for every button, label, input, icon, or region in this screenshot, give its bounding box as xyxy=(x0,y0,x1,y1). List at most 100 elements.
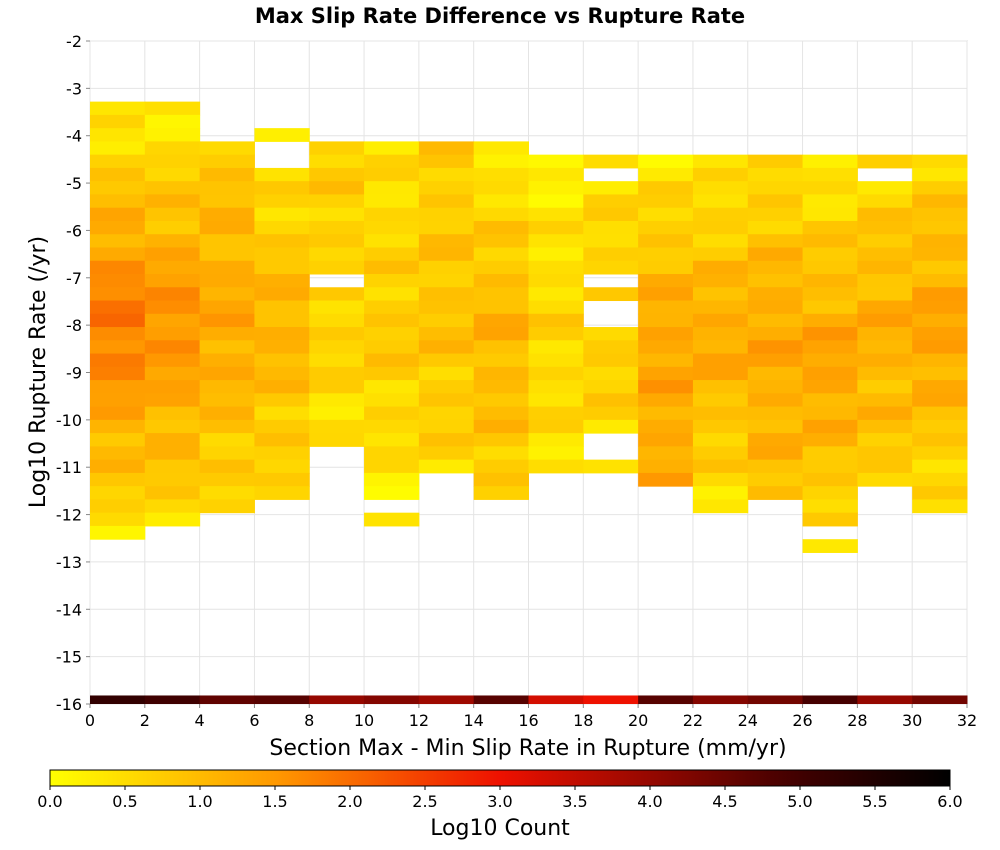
y-tick-label: -8 xyxy=(66,316,82,335)
heatmap-cell xyxy=(309,247,365,262)
heatmap-cell xyxy=(144,499,201,514)
heatmap-cell xyxy=(418,260,475,275)
heatmap-cell xyxy=(528,433,584,447)
heatmap-cell xyxy=(90,499,146,514)
heatmap-cell xyxy=(692,220,749,235)
heatmap-cell xyxy=(90,234,146,248)
heatmap-cell xyxy=(364,247,420,262)
heatmap-cell xyxy=(692,499,749,514)
colorbar-tick-label: 1.5 xyxy=(262,792,287,811)
colorbar-tick-label: 1.0 xyxy=(187,792,212,811)
heatmap-cell xyxy=(583,327,639,341)
bottom-band-cell xyxy=(857,695,913,704)
heatmap-cell xyxy=(912,300,968,315)
heatmap-cell xyxy=(199,273,255,288)
heatmap-cell xyxy=(364,141,420,156)
heatmap-cell xyxy=(912,260,968,275)
heatmap-cell xyxy=(90,207,146,222)
y-tick-label: -15 xyxy=(56,648,82,667)
heatmap-cell xyxy=(802,234,858,248)
heatmap-cell xyxy=(90,128,146,142)
heatmap-cell xyxy=(528,366,584,381)
heatmap-cell xyxy=(473,327,529,341)
heatmap-cell xyxy=(638,247,694,262)
heatmap-cell xyxy=(144,406,201,421)
heatmap-cell xyxy=(473,194,529,209)
y-tick-label: -9 xyxy=(66,364,82,383)
heatmap-cell xyxy=(857,446,913,461)
heatmap-cell xyxy=(418,393,475,408)
heatmap-cell xyxy=(802,512,858,527)
y-tick-label: -5 xyxy=(66,174,82,193)
heatmap-cell xyxy=(638,472,694,487)
heatmap-cell xyxy=(802,287,858,302)
heatmap-cell xyxy=(802,154,858,169)
heatmap-cell xyxy=(254,340,310,355)
heatmap-cell xyxy=(802,260,858,275)
heatmap-cell xyxy=(254,380,310,394)
heatmap-cell xyxy=(583,247,639,262)
heatmap-cell xyxy=(309,260,365,275)
colorbar-tick-label: 2.0 xyxy=(337,792,362,811)
heatmap-cell xyxy=(857,273,913,288)
heatmap-cell xyxy=(199,234,255,248)
heatmap-cell xyxy=(418,353,475,368)
heatmap-cell xyxy=(144,181,201,195)
heatmap-cell xyxy=(90,512,146,527)
heatmap-cell xyxy=(912,181,968,195)
bottom-band-cell xyxy=(309,695,365,704)
heatmap-cell xyxy=(802,247,858,262)
heatmap-cell xyxy=(857,287,913,302)
heatmap-cell xyxy=(692,167,749,182)
colorbar-tick-label: 4.0 xyxy=(637,792,662,811)
colorbar-ticks: 0.0 0.5 1.0 1.5 2.0 2.5 3.0 3.5 4.0 4.5 5.0 5.5 6.0 xyxy=(37,786,963,811)
heatmap-cell xyxy=(309,433,365,447)
heatmap-cell xyxy=(364,181,420,195)
heatmap-cell xyxy=(583,287,639,302)
heatmap-cell xyxy=(254,220,310,235)
heatmap-cell xyxy=(144,313,201,328)
x-tick-label: 18 xyxy=(573,711,593,730)
y-tick-label: -2 xyxy=(66,32,82,51)
heatmap-cell xyxy=(309,419,365,434)
heatmap-cell xyxy=(418,154,475,169)
colorbar-tick-label: 4.5 xyxy=(712,792,737,811)
heatmap-cell xyxy=(747,340,804,355)
colorbar-tick-label: 6.0 xyxy=(937,792,962,811)
heatmap-cell xyxy=(90,114,146,129)
heatmap-cell xyxy=(144,327,201,341)
heatmap-cell xyxy=(638,459,694,474)
heatmap-cell xyxy=(90,141,146,156)
heatmap-cell xyxy=(144,459,201,474)
heatmap-cell xyxy=(802,446,858,461)
heatmap-cell xyxy=(802,433,858,447)
heatmap-cell xyxy=(583,181,639,195)
heatmap-cell xyxy=(528,287,584,302)
heatmap-cell xyxy=(254,128,310,142)
heatmap-cell xyxy=(583,459,639,474)
heatmap-cell xyxy=(199,220,255,235)
heatmap-cell xyxy=(473,273,529,288)
y-axis-ticks: -2 -3 -4 -5 -6 -7 -8 -9 -10 -11 -12 -13 -14 -15 -16 xyxy=(56,32,90,714)
heatmap-cell xyxy=(418,220,475,235)
heatmap-cell xyxy=(912,433,968,447)
heatmap-cell xyxy=(254,300,310,315)
heatmap-cell xyxy=(912,353,968,368)
heatmap-cell xyxy=(309,234,365,248)
heatmap-cell xyxy=(802,327,858,341)
heatmap-cell xyxy=(90,340,146,355)
heatmap-cell xyxy=(583,366,639,381)
bottom-band-cell xyxy=(254,695,310,704)
x-tick-label: 4 xyxy=(195,711,205,730)
bottom-band-cell xyxy=(528,695,584,704)
heatmap-cell xyxy=(747,472,804,487)
heatmap-cell xyxy=(199,433,255,447)
heatmap-cell xyxy=(857,353,913,368)
heatmap-cell xyxy=(90,406,146,421)
heatmap-cell xyxy=(144,340,201,355)
heatmap-cell xyxy=(692,459,749,474)
heatmap-cell xyxy=(528,459,584,474)
heatmap-cell xyxy=(418,247,475,262)
heatmap-cell xyxy=(638,327,694,341)
colorbar-tick-label: 0.0 xyxy=(37,792,62,811)
